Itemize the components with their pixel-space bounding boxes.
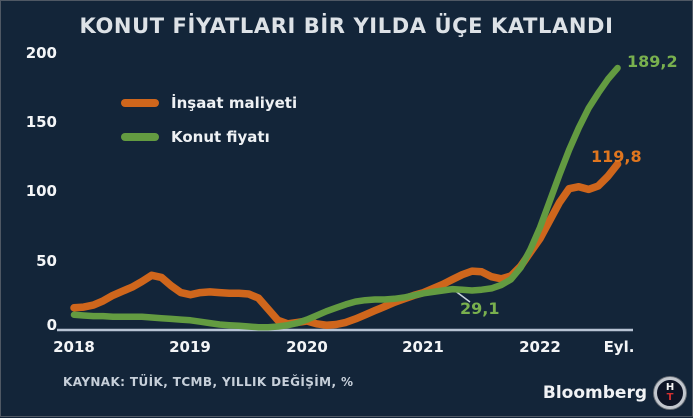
end-label-konut-fiyati: 189,2 bbox=[627, 52, 678, 71]
legend-item-insaat-maliyeti: İnşaat maliyeti bbox=[121, 94, 297, 112]
x-tick-eyl: Eyl. bbox=[603, 338, 635, 356]
end-label-insaat-maliyeti: 119,8 bbox=[591, 147, 642, 166]
y-tick-150: 150 bbox=[25, 113, 57, 131]
badge-letter-h: H bbox=[665, 382, 675, 393]
chart-title: KONUT FİYATLARI BİR YILDA ÜÇE KATLANDI bbox=[79, 14, 614, 38]
y-tick-50: 50 bbox=[36, 252, 57, 270]
legend-label-insaat-maliyeti: İnşaat maliyeti bbox=[171, 94, 298, 112]
branding: Bloomberg H T bbox=[543, 377, 686, 409]
legend-label-konut-fiyati: Konut fiyatı bbox=[171, 128, 270, 146]
x-tick-2022: 2022 bbox=[519, 338, 561, 356]
y-tick-200: 200 bbox=[25, 44, 57, 62]
series-line-konut-fiyat- bbox=[70, 64, 621, 331]
x-tick-2018: 2018 bbox=[53, 338, 95, 356]
bloomberg-wordmark: Bloomberg bbox=[542, 383, 647, 403]
legend-item-konut-fiyati: Konut fiyatı bbox=[121, 128, 270, 146]
y-tick-0: 0 bbox=[46, 316, 57, 334]
y-tick-100: 100 bbox=[25, 182, 57, 200]
x-tick-2019: 2019 bbox=[169, 338, 211, 356]
x-tick-2021: 2021 bbox=[402, 338, 444, 356]
annotation-label-29-1: 29,1 bbox=[460, 299, 500, 318]
series-group bbox=[70, 64, 622, 331]
legend-swatch-green bbox=[121, 133, 159, 141]
badge-letter-t: T bbox=[666, 392, 674, 403]
source-text: KAYNAK: TÜİK, TCMB, YILLIK DEĞİŞİM, % bbox=[63, 375, 354, 389]
x-tick-2020: 2020 bbox=[286, 338, 328, 356]
bloomberght-logo-badge: H T bbox=[654, 377, 686, 409]
legend-swatch-orange bbox=[121, 99, 159, 107]
